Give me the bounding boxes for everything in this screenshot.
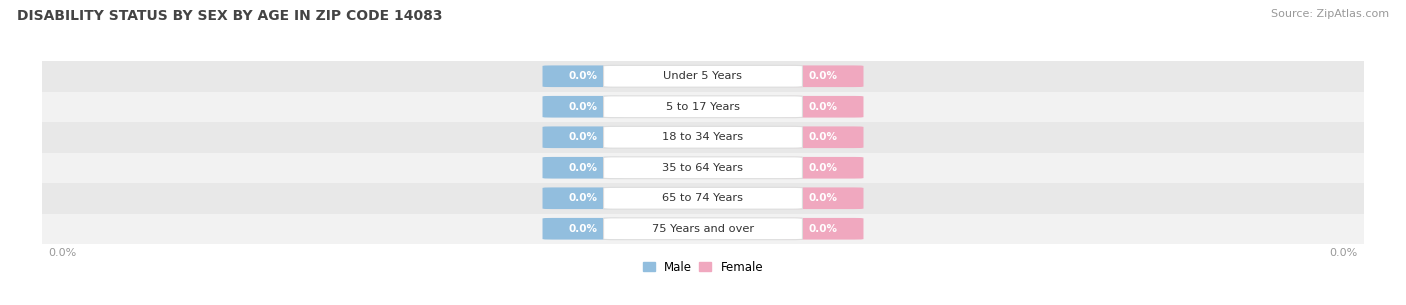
- FancyBboxPatch shape: [782, 96, 863, 118]
- FancyBboxPatch shape: [603, 96, 803, 118]
- FancyBboxPatch shape: [543, 157, 624, 179]
- Text: 0.0%: 0.0%: [808, 163, 837, 173]
- FancyBboxPatch shape: [603, 65, 803, 87]
- FancyBboxPatch shape: [603, 187, 803, 209]
- FancyBboxPatch shape: [543, 96, 624, 118]
- Text: 0.0%: 0.0%: [808, 71, 837, 81]
- FancyBboxPatch shape: [782, 66, 863, 87]
- Text: 0.0%: 0.0%: [48, 248, 77, 258]
- FancyBboxPatch shape: [603, 126, 803, 148]
- Bar: [42, 214, 1364, 244]
- Text: Under 5 Years: Under 5 Years: [664, 71, 742, 81]
- Text: 0.0%: 0.0%: [808, 193, 837, 203]
- Text: 75 Years and over: 75 Years and over: [652, 224, 754, 234]
- Text: 0.0%: 0.0%: [569, 132, 598, 142]
- Text: 0.0%: 0.0%: [1329, 248, 1358, 258]
- Text: 0.0%: 0.0%: [808, 224, 837, 234]
- Text: 0.0%: 0.0%: [569, 193, 598, 203]
- FancyBboxPatch shape: [782, 218, 863, 240]
- Bar: [42, 92, 1364, 122]
- Bar: [42, 61, 1364, 92]
- FancyBboxPatch shape: [543, 187, 624, 209]
- Text: Source: ZipAtlas.com: Source: ZipAtlas.com: [1271, 9, 1389, 19]
- FancyBboxPatch shape: [543, 66, 624, 87]
- FancyBboxPatch shape: [603, 218, 803, 240]
- Text: 0.0%: 0.0%: [569, 224, 598, 234]
- Text: 0.0%: 0.0%: [569, 71, 598, 81]
- Text: 0.0%: 0.0%: [808, 132, 837, 142]
- Legend: Male, Female: Male, Female: [638, 256, 768, 278]
- Text: 18 to 34 Years: 18 to 34 Years: [662, 132, 744, 142]
- Text: 35 to 64 Years: 35 to 64 Years: [662, 163, 744, 173]
- FancyBboxPatch shape: [543, 127, 624, 148]
- Text: 0.0%: 0.0%: [569, 163, 598, 173]
- FancyBboxPatch shape: [782, 127, 863, 148]
- Bar: [42, 152, 1364, 183]
- FancyBboxPatch shape: [603, 157, 803, 179]
- Text: 65 to 74 Years: 65 to 74 Years: [662, 193, 744, 203]
- FancyBboxPatch shape: [782, 187, 863, 209]
- Text: DISABILITY STATUS BY SEX BY AGE IN ZIP CODE 14083: DISABILITY STATUS BY SEX BY AGE IN ZIP C…: [17, 9, 443, 23]
- Bar: [42, 122, 1364, 152]
- FancyBboxPatch shape: [543, 218, 624, 240]
- Bar: [42, 183, 1364, 214]
- Text: 0.0%: 0.0%: [808, 102, 837, 112]
- FancyBboxPatch shape: [782, 157, 863, 179]
- Text: 0.0%: 0.0%: [569, 102, 598, 112]
- Text: 5 to 17 Years: 5 to 17 Years: [666, 102, 740, 112]
